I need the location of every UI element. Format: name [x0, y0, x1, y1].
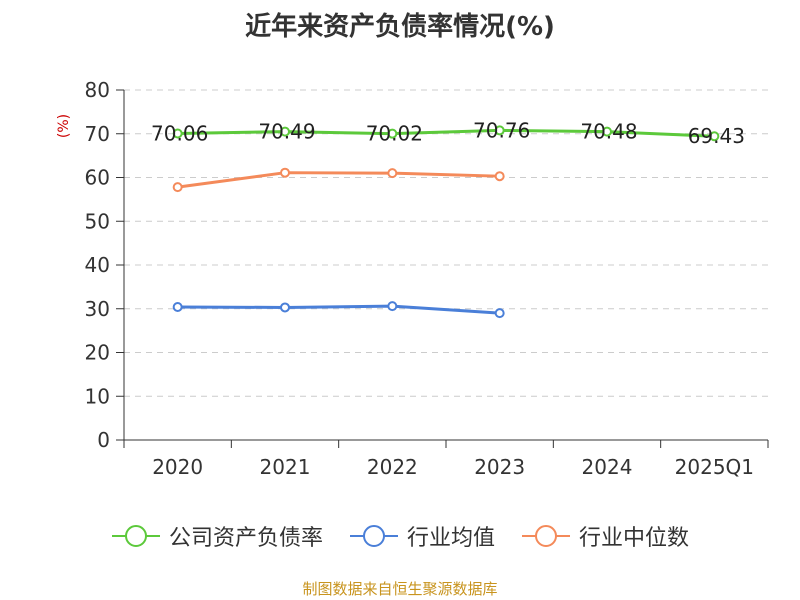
data-label: 70.76 [473, 118, 530, 142]
series-point [387, 168, 398, 179]
chart-title: 近年来资产负债率情况(%) [245, 12, 555, 42]
series-lines [172, 125, 720, 319]
y-tick-label: 40 [85, 253, 110, 277]
legend-label: 公司资产负债率 [168, 526, 323, 551]
series-point [494, 171, 505, 182]
y-tick-label: 30 [85, 297, 110, 321]
series-point [387, 128, 398, 139]
y-tick-label: 0 [97, 428, 110, 452]
data-label: 70.48 [580, 120, 637, 144]
x-tick-label: 2022 [367, 455, 418, 479]
series-point [172, 182, 183, 193]
y-tick-label: 60 [85, 166, 110, 190]
series-line-1 [177, 304, 500, 315]
grid-lines [124, 89, 768, 397]
x-tick-label: 2023 [474, 455, 525, 479]
series-point [494, 308, 505, 319]
data-label: 70.06 [151, 121, 208, 145]
series-point [172, 128, 183, 139]
legend-item[interactable]: 公司资产负债率 [111, 520, 323, 552]
source-note: 制图数据来自恒生聚源数据库 [302, 580, 498, 598]
series-point [280, 167, 290, 178]
legend-symbol [522, 525, 570, 547]
legend-label: 行业中位数 [579, 526, 690, 551]
series-point [602, 126, 612, 137]
data-label: 70.49 [258, 120, 315, 144]
legend-label: 行业均值 [406, 526, 495, 551]
legend-marker [124, 525, 147, 547]
y-tick-label: 10 [85, 384, 110, 408]
series-point [387, 301, 398, 312]
legend-item[interactable]: 行业中位数 [521, 520, 689, 552]
series-line-2 [177, 171, 500, 189]
legend-symbol [111, 525, 160, 547]
x-tick-label: 2024 [582, 455, 633, 479]
legend-item[interactable]: 行业均值 [349, 520, 495, 552]
series-point [280, 126, 290, 137]
series-point [172, 302, 183, 312]
x-tick-label: 2025Q1 [675, 455, 754, 479]
series-point [494, 125, 505, 136]
legend-marker [535, 525, 557, 547]
y-tick-label: 20 [85, 341, 110, 365]
x-tick-label: 2021 [260, 455, 311, 479]
legend: 公司资产负债率 行业均值 行业中位数 [0, 520, 800, 552]
y-tick-label: 70 [85, 122, 110, 146]
legend-symbol [349, 525, 398, 547]
data-label: 69.43 [688, 124, 745, 148]
data-labels: 70.06 70.49 70.02 70.76 70.48 69.43 [151, 118, 745, 148]
series-line-0 [177, 128, 715, 138]
legend-marker [362, 525, 385, 547]
y-axis-unit: (%) [56, 114, 72, 138]
x-tick-label: 2020 [152, 455, 203, 479]
axes: 0 10 20 30 40 50 60 70 80 (%) 2020 2021 2022 2023 2024… [56, 78, 769, 479]
y-tick-label: 50 [85, 209, 110, 233]
series-point [280, 302, 290, 313]
data-label: 70.02 [366, 122, 423, 146]
series-point [709, 131, 720, 142]
y-tick-label: 80 [85, 78, 110, 102]
